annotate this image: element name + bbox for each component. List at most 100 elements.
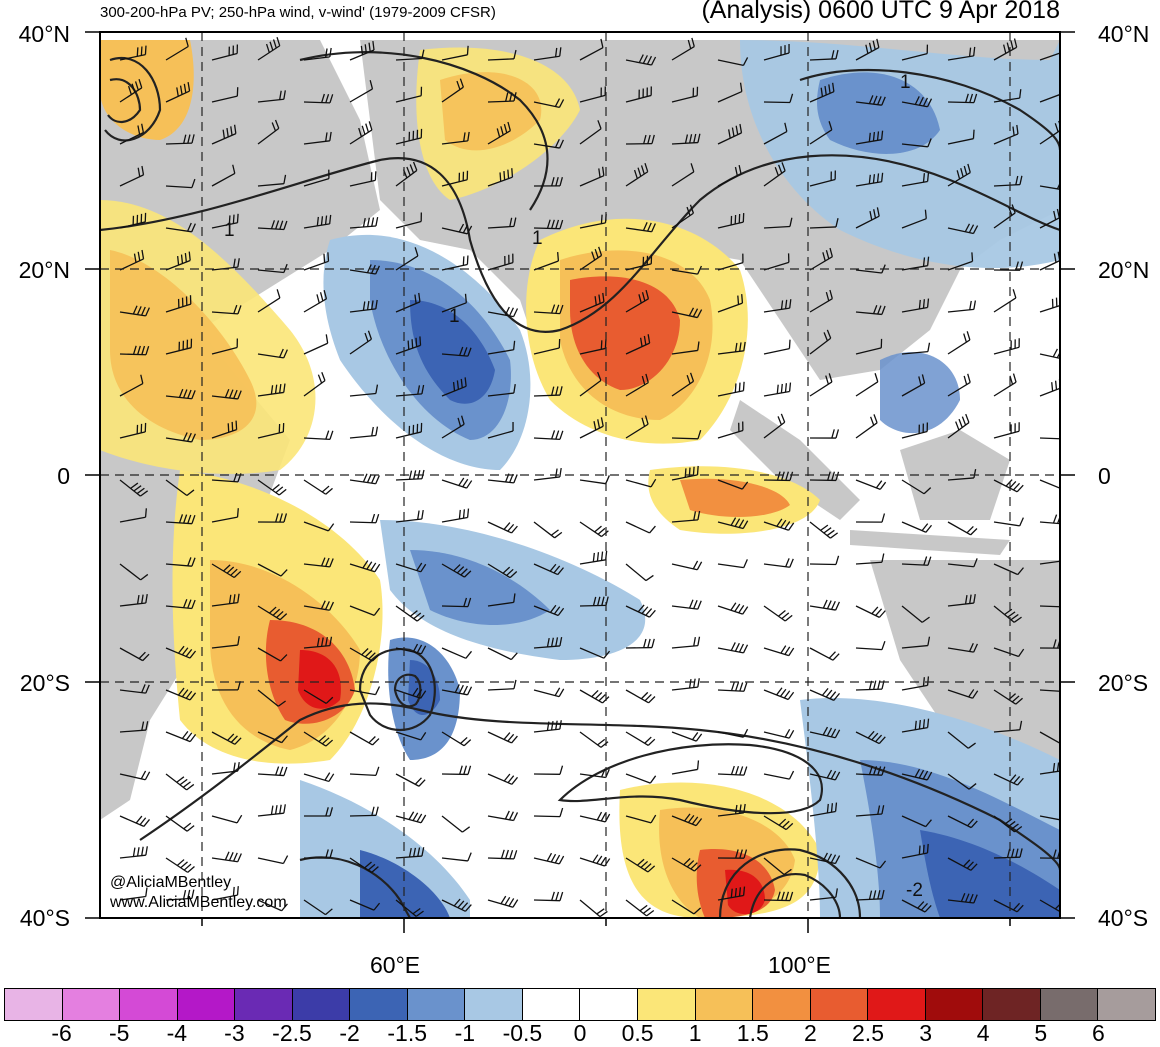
credit-twitter: @AliciaMBentley [110,874,231,892]
colorbar-swatch [408,989,466,1020]
colorbar-swatch [753,989,811,1020]
colorbar-label: 4 [977,1020,990,1047]
colorbar-swatch [926,989,984,1020]
contour-label: 1 [900,72,911,93]
wind-barb-flag [408,341,409,350]
colorbar-label: 1.5 [737,1020,769,1047]
wind-barb-flag [146,508,147,517]
wind-barb-flag [468,509,469,518]
wind-barb-flag [744,887,745,896]
wind-barb-flag [1052,382,1053,391]
wind-barb-flag [508,170,509,179]
colorbar-label: -3 [224,1020,244,1047]
contour-label: 1 [224,220,235,241]
lat-label-0-left: 0 [0,464,70,488]
wind-barb [672,438,698,439]
wind-barb-flag [832,803,833,812]
wind-barb-flag [923,845,924,854]
wind-barb-flag [1064,483,1070,490]
colorbar-swatch [235,989,293,1020]
lat-label-20n-right: 20°N [1098,258,1149,282]
lat-label-20s-right: 20°S [1098,671,1148,695]
wind-barb-flag [698,760,699,769]
wind-barb-flag [467,256,468,265]
wind-barb-flag [459,510,460,519]
wind-barb-flag [558,252,559,261]
wind-barb-flag [1065,352,1069,360]
wind-barb-flag [924,719,925,728]
wind-barb-flag [1063,738,1069,744]
wind-barb-flag [512,168,513,177]
colorbar-label: -1.5 [387,1020,427,1047]
wind-barb-flag [416,338,417,347]
colorbar-swatch [293,989,351,1020]
wind-barb-flag [1062,515,1065,523]
wind-barb-flag [740,887,741,896]
wind-barb-flag [1066,182,1070,190]
wind-barb-flag [1064,84,1065,93]
lat-label-0-right: 0 [1098,464,1111,488]
wind-barb-flag [739,383,740,392]
wind-barb-flag [1061,351,1065,359]
colorbar [4,988,1156,1021]
wind-barb-flag [693,467,694,476]
wind-barb-flag [1064,43,1065,52]
wind-barb-flag [1062,907,1068,913]
wind-barb-flag [1066,516,1069,524]
colorbar-swatch [811,989,869,1020]
wind-barb-flag [924,299,925,308]
wind-barb-flag [1066,430,1069,439]
wind-barb [534,816,560,817]
lat-label-20s-left: 20°S [0,671,70,695]
wind-barb-flag [1066,598,1069,607]
wind-barb-flag [735,383,736,392]
wind-barb-flag [836,803,837,812]
wind-barb-flag [738,296,739,305]
wind-barb-flag [464,509,465,518]
wind-barb-flag [790,383,791,392]
wind-barb-flag [237,214,238,223]
colorbar-swatch [868,989,926,1020]
wind-barb-flag [1066,813,1070,821]
wind-barb-flag [919,300,920,309]
wind-barb-flag [1062,250,1064,259]
lat-label-20n-left: 20°N [0,258,70,282]
colorbar-swatch [465,989,523,1020]
map-field [100,32,1070,918]
wind-barb-flag [1062,762,1063,771]
wind-barb-flag [928,719,929,728]
colorbar-swatch [63,989,121,1020]
lon-label-60e: 60°E [370,952,420,979]
wind-barb-flag [928,844,929,853]
map-canvas: 1 1 1 1 -2 [0,0,1160,980]
wind-barb-flag [923,677,924,686]
colorbar-label: -1 [455,1020,475,1047]
wind-barb-flag [731,889,732,898]
colorbar-swatch [638,989,696,1020]
wind-barb-flag [925,210,926,219]
wind-barb-flag [919,846,920,855]
wind-barb-flag [827,804,828,813]
colorbar-label: -2.5 [272,1020,312,1047]
wind-barb-flag [928,676,929,685]
lat-label-40s-left: 40°S [0,906,70,930]
colorbar-label: 3 [919,1020,932,1047]
wind-barb-flag [1066,552,1067,561]
wind-barb-flag [735,888,736,897]
wind-barb-flag [232,422,233,431]
colorbar-label: 1 [689,1020,702,1047]
wind-barb-flag [1056,381,1057,390]
wind-barb-flag [1066,639,1068,648]
colorbar-label: 5 [1034,1020,1047,1047]
contour-label: 1 [449,306,460,327]
wind-barb-flag [928,173,929,182]
wind-barb-flag [1061,207,1063,216]
colorbar-swatch [1041,989,1099,1020]
wind-barb-flag [973,130,974,139]
colorbar-label: 2.5 [852,1020,884,1047]
wind-barb-flag [1066,683,1069,692]
colorbar-swatch [696,989,754,1020]
wind-barb-flag [697,466,698,475]
colorbar-label: 0.5 [622,1020,654,1047]
wind-barb-flag [781,384,782,393]
